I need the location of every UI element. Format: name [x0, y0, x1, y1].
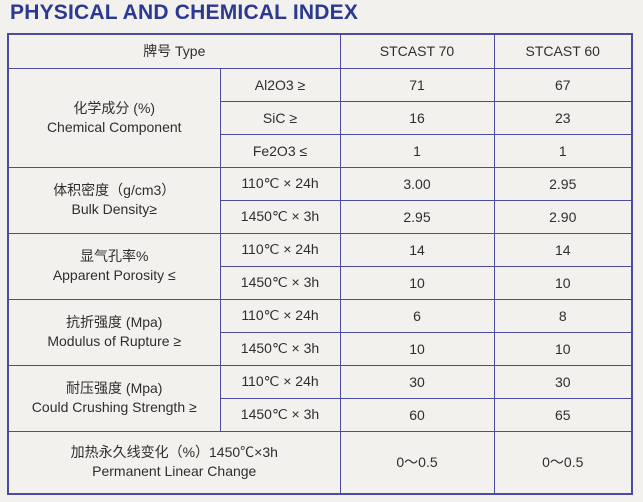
condition-cell-1450c3h: 1450℃ × 3h — [219, 265, 341, 300]
condition-cell-1450c3h: 1450℃ × 3h — [219, 397, 341, 432]
value-cell-stcast70: 2.95 — [339, 199, 495, 234]
group-label-en: Bulk Density≥ — [71, 201, 158, 217]
value-cell-stcast60: 23 — [493, 100, 633, 135]
table-row: 显气孔率% Apparent Porosity ≤ 110℃ × 24h 14 … — [7, 232, 633, 300]
group-label-zh: 显气孔率% — [80, 248, 149, 264]
group-label-apparent-porosity: 显气孔率% Apparent Porosity ≤ — [7, 232, 221, 300]
header-stcast60-cell: STCAST 60 — [493, 33, 633, 69]
value-cell-stcast60: 67 — [493, 67, 633, 102]
table-row: 1450℃ × 3h 2.95 2.90 — [8, 199, 633, 234]
value-cell-stcast60: 0～0.5 — [493, 430, 633, 495]
value-cell-stcast70: 71 — [339, 67, 495, 102]
table-row: SiC ≥ 16 23 — [8, 100, 633, 135]
table-row: 1450℃ × 3h 60 65 — [8, 397, 633, 432]
condition-cell-fe2o3: Fe2O3 ≤ — [219, 133, 341, 168]
group-label-modulus-of-rupture: 抗折强度 (Mpa) Modulus of Rupture ≥ — [7, 298, 221, 366]
condition-cell-110c24h: 110℃ × 24h — [219, 364, 341, 399]
condition-cell-110c24h: 110℃ × 24h — [219, 166, 341, 201]
group-label-zh: 抗折强度 (Mpa) — [66, 314, 163, 330]
value-cell-stcast60: 1 — [493, 133, 633, 168]
table-row: 化学成分 (%) Chemical Component Al2O3 ≥ 71 6… — [7, 67, 633, 168]
group-label-zh: 加热永久线变化（%）1450℃×3h — [70, 444, 278, 461]
table-row: Fe2O3 ≤ 1 1 — [8, 133, 633, 168]
group-label-en: Permanent Linear Change — [92, 463, 257, 480]
table-row: 抗折强度 (Mpa) Modulus of Rupture ≥ 110℃ × 2… — [7, 298, 633, 366]
value-cell-stcast60: 10 — [493, 331, 633, 366]
table-row: 耐压强度 (Mpa) Could Crushing Strength ≥ 110… — [7, 364, 633, 432]
group-label-en: Could Crushing Strength ≥ — [31, 399, 197, 415]
value-cell-stcast70: 60 — [339, 397, 495, 432]
page-title: PHYSICAL AND CHEMICAL INDEX — [10, 1, 359, 24]
group-label-permanent-linear-change: 加热永久线变化（%）1450℃×3h Permanent Linear Chan… — [7, 430, 341, 495]
value-cell-stcast70: 6 — [339, 298, 495, 333]
value-cell-stcast70: 14 — [339, 232, 495, 267]
value-cell-stcast70: 1 — [339, 133, 495, 168]
group-label-bulk-density: 体积密度（g/cm3） Bulk Density≥ — [7, 166, 221, 234]
condition-cell-110c24h: 110℃ × 24h — [219, 232, 341, 267]
value-cell-stcast70: 10 — [339, 331, 495, 366]
value-cell-stcast60: 65 — [493, 397, 633, 432]
condition-cell-sic: SiC ≥ — [219, 100, 341, 135]
group-label-zh: 耐压强度 (Mpa) — [66, 380, 163, 396]
value-cell-stcast70: 30 — [339, 364, 495, 399]
header-type-cell: 牌号 Type — [7, 33, 341, 69]
condition-cell-1450c3h: 1450℃ × 3h — [219, 199, 341, 234]
value-cell-stcast60: 2.90 — [493, 199, 633, 234]
condition-cell-al2o3: Al2O3 ≥ — [219, 67, 341, 102]
table-row-permanent-linear-change: 加热永久线变化（%）1450℃×3h Permanent Linear Chan… — [7, 430, 633, 495]
value-cell-stcast60: 10 — [493, 265, 633, 300]
group-label-chemical-component: 化学成分 (%) Chemical Component — [7, 67, 221, 168]
physical-chemical-index-table: 牌号 Type STCAST 70 STCAST 60 化学成分 (%) Che… — [7, 33, 633, 495]
value-cell-stcast70: 3.00 — [339, 166, 495, 201]
group-label-en: Apparent Porosity ≤ — [52, 267, 176, 283]
group-label-zh: 体积密度（g/cm3） — [53, 182, 176, 198]
value-cell-stcast70: 0～0.5 — [339, 430, 495, 495]
group-label-en: Chemical Component — [46, 118, 182, 135]
table-header-row: 牌号 Type STCAST 70 STCAST 60 — [7, 33, 633, 69]
value-cell-stcast60: 30 — [493, 364, 633, 399]
group-label-crushing-strength: 耐压强度 (Mpa) Could Crushing Strength ≥ — [7, 364, 221, 432]
value-cell-stcast70: 16 — [339, 100, 495, 135]
condition-cell-110c24h: 110℃ × 24h — [219, 298, 341, 333]
value-cell-stcast60: 8 — [493, 298, 633, 333]
value-cell-stcast70: 10 — [339, 265, 495, 300]
condition-cell-1450c3h: 1450℃ × 3h — [219, 331, 341, 366]
table-row: 体积密度（g/cm3） Bulk Density≥ 110℃ × 24h 3.0… — [7, 166, 633, 234]
group-label-zh: 化学成分 (%) — [73, 99, 156, 116]
group-label-en: Modulus of Rupture ≥ — [47, 333, 182, 349]
table-row: 1450℃ × 3h 10 10 — [8, 265, 633, 300]
header-stcast70-cell: STCAST 70 — [339, 33, 495, 69]
value-cell-stcast60: 2.95 — [493, 166, 633, 201]
value-cell-stcast60: 14 — [493, 232, 633, 267]
